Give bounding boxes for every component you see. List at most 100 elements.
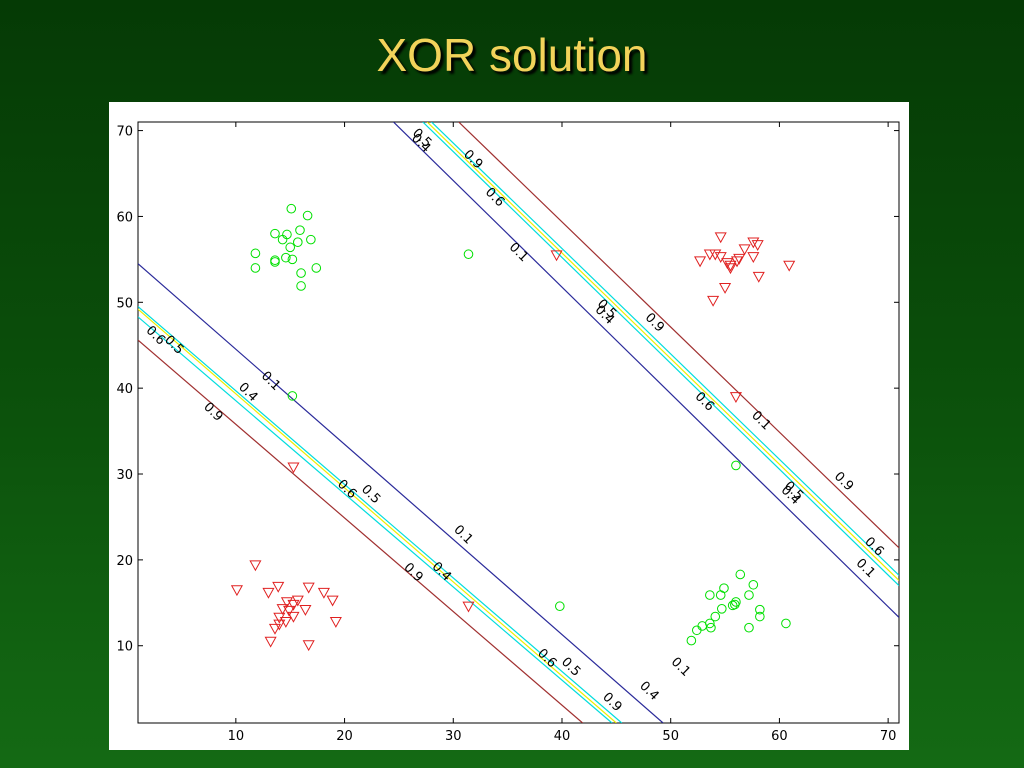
contour-label-0.6: 0.6 (482, 185, 507, 210)
data-point-circle (697, 621, 708, 631)
y-tick-label: 40 (116, 382, 133, 397)
y-tick-label: 30 (116, 468, 133, 483)
contour-line-0.6 (138, 316, 613, 723)
data-point-circle (555, 601, 565, 612)
contour-line-0.5 (138, 308, 617, 723)
data-point-triangle (709, 249, 722, 261)
data-point-triangle (707, 295, 720, 307)
data-point-triangle (268, 623, 282, 635)
data-point-triangle (747, 252, 760, 264)
data-point-triangle (326, 595, 339, 607)
y-tick-label: 60 (116, 210, 133, 225)
data-point-triangle (272, 581, 285, 593)
data-point-circle (296, 268, 306, 278)
data-point-triangle (329, 617, 342, 628)
data-point-circle (285, 242, 295, 253)
data-point-triangle (751, 240, 764, 252)
data-point-circle (311, 263, 322, 273)
data-point-triangle (550, 250, 563, 262)
data-point-circle (250, 263, 261, 273)
data-point-circle (735, 569, 746, 580)
data-point-circle (744, 622, 754, 633)
data-point-triangle (703, 249, 716, 261)
contour-line-0.6 (431, 122, 899, 576)
data-point-triangle (694, 256, 707, 268)
x-tick-label: 10 (228, 729, 245, 744)
y-tick-label: 50 (116, 296, 133, 311)
x-tick-label: 50 (662, 729, 679, 744)
data-point-circle (715, 590, 726, 600)
data-point-triangle (733, 253, 746, 265)
data-point-circle (755, 604, 765, 615)
data-point-circle (296, 281, 306, 291)
data-point-triangle (783, 260, 796, 272)
y-tick-label: 10 (116, 640, 133, 655)
contour-label-0.1: 0.1 (668, 655, 693, 680)
data-point-triangle (738, 244, 751, 256)
data-point-triangle (279, 617, 292, 628)
y-tick-label: 20 (116, 554, 133, 569)
data-point-circle (293, 237, 303, 247)
data-point-triangle (299, 605, 312, 616)
contour-label-0.6: 0.6 (334, 477, 359, 502)
data-point-triangle (719, 283, 732, 294)
contour-line-0.4 (138, 306, 623, 723)
contour-label-0.1: 0.1 (748, 408, 773, 433)
data-point-triangle (230, 585, 243, 597)
contour-label-0.9: 0.9 (400, 560, 425, 585)
contour-line-0.9 (138, 339, 584, 723)
contour-line-0.5 (426, 122, 899, 581)
data-point-circle (250, 248, 261, 259)
data-point-triangle (249, 560, 262, 572)
data-point-triangle (302, 640, 315, 652)
data-point-triangle (714, 252, 727, 264)
contour-line-0.1 (393, 122, 899, 618)
contour-label-0.6: 0.6 (534, 646, 559, 671)
data-point-circle (748, 579, 759, 590)
contour-label-0.9: 0.9 (460, 147, 485, 172)
data-point-circle (705, 590, 715, 600)
data-point-circle (295, 225, 305, 235)
data-point-triangle (747, 237, 760, 249)
data-point-triangle (724, 263, 737, 275)
x-tick-label: 70 (880, 729, 897, 744)
contour-label-0.4: 0.4 (636, 679, 661, 704)
data-point-circle (287, 254, 298, 265)
data-point-triangle (262, 587, 275, 599)
chart-figure: 0.1 0.1 0.1 0.1 0.1 0.1 0.4 0.4 0.4 0.4 0.4 0.4 0.5 0… (109, 102, 909, 750)
data-point-circle (287, 391, 298, 401)
data-point-circle (270, 228, 280, 239)
data-point-circle (686, 635, 697, 646)
data-point-circle (286, 203, 297, 214)
data-point-circle (282, 229, 292, 240)
data-point-circle (691, 625, 702, 636)
xor-contour-plot: 0.10.10.10.10.10.10.40.40.40.40.40.40.50… (116, 121, 900, 744)
data-point-circle (755, 611, 765, 622)
contour-line-0.4 (422, 122, 899, 587)
contour-label-0.9: 0.9 (200, 400, 225, 425)
x-tick-label: 20 (336, 729, 353, 744)
data-point-triangle (287, 462, 300, 474)
x-tick-label: 40 (554, 729, 571, 744)
y-tick-label: 70 (116, 125, 133, 140)
plot-area-frame (137, 121, 900, 724)
data-point-circle (463, 249, 474, 260)
data-point-circle (730, 599, 740, 610)
contour-label-0.1: 0.1 (506, 240, 531, 265)
data-point-triangle (462, 601, 475, 613)
contour-line-0.1 (138, 263, 664, 723)
data-point-triangle (729, 392, 742, 403)
contour-group (138, 122, 899, 723)
data-point-circle (270, 257, 280, 267)
data-point-circle (710, 611, 721, 622)
contour-label-0.1: 0.1 (853, 556, 878, 581)
contour-label-0.4: 0.4 (235, 380, 260, 405)
data-point-circle (277, 234, 288, 245)
contour-label-0.9: 0.9 (831, 469, 856, 494)
data-point-circle (716, 604, 727, 614)
data-point-triangle (287, 599, 300, 611)
contour-label-0.6: 0.6 (861, 534, 886, 559)
data-point-circle (306, 234, 316, 245)
x-tick-label: 30 (445, 729, 462, 744)
data-point-circle (744, 590, 754, 600)
